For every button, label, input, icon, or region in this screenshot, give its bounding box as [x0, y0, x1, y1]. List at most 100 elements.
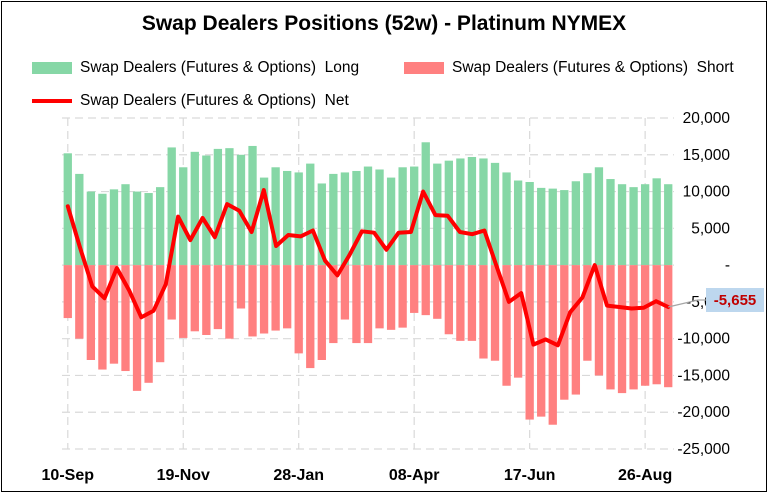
long-bar — [259, 177, 269, 266]
short-bar — [132, 265, 142, 391]
long-bar — [352, 170, 361, 266]
chart-title: Swap Dealers Positions (52w) - Platinum … — [141, 12, 627, 35]
legend-long: Swap Dealers (Futures & Options) Long — [32, 59, 359, 77]
short-bar — [271, 265, 280, 331]
long-bar — [363, 166, 373, 266]
short-bar — [352, 265, 361, 344]
short-bar — [248, 265, 257, 337]
short-bar — [340, 265, 350, 320]
long-bar — [421, 142, 430, 266]
long-bar — [537, 187, 546, 266]
long-bar — [444, 160, 453, 266]
long-bar — [179, 167, 188, 266]
short-bar — [306, 265, 315, 369]
legend-net: Swap Dealers (Futures & Options) Net — [32, 92, 349, 110]
y-tick-label: -10,000 — [677, 331, 730, 348]
long-bar — [167, 147, 176, 266]
short-bar — [121, 265, 130, 372]
short-bar — [283, 265, 292, 329]
long-bar — [86, 191, 96, 266]
long-bar — [317, 183, 326, 266]
legend-long-swatch — [32, 62, 72, 74]
long-bar — [583, 173, 592, 266]
long-bar — [502, 172, 511, 266]
short-bar — [363, 265, 373, 344]
x-tick-label: 26-Aug — [618, 467, 672, 484]
legend-net-swatch — [32, 99, 72, 103]
long-bar — [144, 193, 153, 266]
y-tick-label: 15,000 — [683, 147, 731, 164]
short-bar — [490, 265, 500, 361]
short-bar — [629, 265, 638, 390]
long-bar — [375, 169, 384, 266]
short-bar — [410, 265, 419, 313]
long-bar — [75, 173, 84, 266]
long-bar — [109, 189, 119, 266]
short-bar — [225, 265, 234, 339]
short-bar — [479, 265, 488, 359]
short-bar — [317, 265, 326, 360]
short-bar — [375, 265, 384, 329]
legend-short-label: Swap Dealers (Futures & Options) Short — [452, 59, 734, 76]
long-bar — [340, 172, 350, 266]
short-bar — [294, 265, 303, 354]
short-bar — [63, 265, 72, 319]
long-bar — [490, 162, 500, 266]
callout-box — [706, 288, 764, 312]
long-bar — [548, 188, 557, 266]
callout-leader — [668, 299, 706, 308]
legend-short-swatch — [404, 62, 444, 74]
long-bar — [398, 167, 407, 266]
long-bar — [329, 173, 338, 266]
short-bar — [433, 265, 442, 319]
long-bar — [640, 184, 650, 266]
short-bar — [513, 265, 523, 378]
long-bar — [456, 158, 465, 266]
short-bar — [236, 265, 246, 309]
short-bar — [594, 265, 604, 376]
long-bar — [479, 158, 488, 266]
net-line — [65, 188, 671, 348]
short-bar — [202, 265, 211, 335]
short-bar — [329, 265, 338, 344]
long-bar — [652, 178, 661, 266]
short-bar — [456, 265, 465, 341]
short-bar — [525, 265, 534, 420]
short-bar — [398, 265, 407, 328]
y-tick-label: -15,000 — [677, 367, 730, 384]
long-bar — [213, 148, 223, 266]
short-bar — [467, 265, 477, 341]
short-bar — [167, 265, 176, 320]
short-bar — [179, 265, 188, 338]
long-bar — [98, 193, 107, 266]
short-bar — [571, 265, 581, 395]
short-bar — [98, 265, 107, 370]
short-bar — [155, 265, 165, 363]
short-bar — [259, 265, 269, 334]
long-bar — [594, 167, 604, 266]
x-tick-label: 17-Jun — [504, 467, 556, 484]
short-bar — [640, 265, 650, 386]
short-bar — [144, 265, 153, 383]
last-value-label: -5,655 — [714, 292, 757, 309]
long-bar — [248, 145, 257, 266]
y-tick-label: - — [725, 257, 730, 274]
long-bar — [629, 187, 638, 266]
y-tick-label: 5,000 — [691, 220, 730, 237]
short-bar — [617, 265, 627, 394]
long-bar — [190, 151, 199, 266]
x-tick-label: 08-Apr — [389, 467, 440, 484]
long-bar — [560, 190, 569, 266]
long-bar — [513, 180, 523, 266]
short-bar — [86, 265, 96, 360]
short-bar — [421, 265, 430, 316]
y-tick-label: -25,000 — [677, 441, 730, 458]
long-bar — [571, 181, 581, 266]
y-tick-label: 10,000 — [683, 184, 731, 201]
x-tick-label: 28-Jan — [273, 467, 324, 484]
long-bar — [121, 184, 130, 266]
legend-long-label: Swap Dealers (Futures & Options) Long — [80, 59, 360, 76]
long-bar — [283, 170, 292, 266]
long-bar — [664, 184, 673, 266]
